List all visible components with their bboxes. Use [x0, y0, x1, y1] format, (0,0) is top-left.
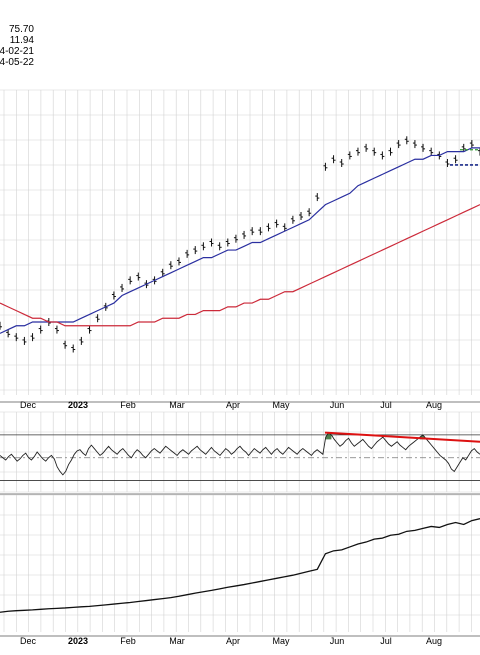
x-tick-label: 2023 — [68, 400, 88, 410]
x-tick-label: Jul — [380, 400, 392, 410]
x-tick-label: Jul — [380, 636, 392, 646]
x-tick-label: May — [272, 636, 290, 646]
moving-average-short-line — [0, 147, 480, 334]
x-tick-label: Jun — [330, 636, 345, 646]
x-tick-label: Dec — [20, 636, 37, 646]
info-date-1: 2024-02-21 — [0, 46, 34, 57]
rsi-divergence-line — [324, 431, 480, 443]
x-tick-label: Apr — [226, 636, 240, 646]
lower-indicator-panel — [0, 518, 480, 613]
x-tick-label: 2023 — [68, 636, 88, 646]
x-tick-label: Mar — [169, 400, 185, 410]
x-tick-label: Apr — [226, 400, 240, 410]
x-tick-label: May — [272, 400, 290, 410]
x-tick-label: Feb — [120, 400, 136, 410]
info-box: 75.70 11.94 2024-02-21 2024-05-22 — [0, 24, 34, 68]
x-axis-labels: Dec 2023 Feb Mar Apr May Jun Jul Aug Dec 2023 Feb Ma… — [20, 400, 442, 646]
info-date-2: 2024-05-22 — [0, 57, 34, 68]
x-tick-label: Jun — [330, 400, 345, 410]
moving-average-long-line — [0, 204, 480, 327]
info-value-1: 75.70 — [8, 24, 34, 35]
info-value-2: 11.94 — [9, 35, 34, 46]
x-tick-label: Mar — [169, 636, 185, 646]
price-panel — [0, 136, 480, 353]
x-tick-label: Aug — [426, 400, 442, 410]
grid-layer — [0, 89, 480, 637]
lower-indicator-line — [0, 518, 480, 613]
x-tick-label: Aug — [426, 636, 442, 646]
rsi-panel — [0, 431, 480, 481]
x-tick-label: Feb — [120, 636, 136, 646]
x-tick-label: Dec — [20, 400, 37, 410]
rsi-line — [0, 431, 480, 476]
